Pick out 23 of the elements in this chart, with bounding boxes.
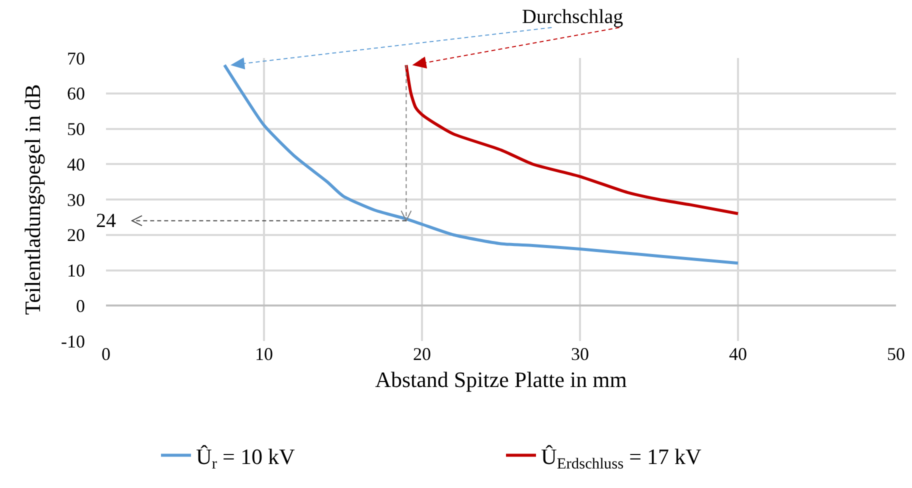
y-tick-label: 30 — [67, 190, 85, 210]
x-tick-label: 50 — [887, 344, 905, 364]
x-tick-label: 10 — [255, 344, 273, 364]
y-axis-title: Teilentladungspegel in dB — [20, 84, 45, 315]
y-tick-label: 10 — [67, 260, 85, 281]
legend-label: Û$_{r}$ = 10 kV — [196, 444, 295, 472]
legend-label: Û$_{Erdschluss}$ = 17 kV — [541, 444, 702, 472]
y-tick-label: 70 — [67, 48, 85, 68]
text: Durchschlag — [522, 6, 624, 28]
ref-line-label: 24 — [96, 210, 116, 232]
y-tick-label: 40 — [67, 154, 85, 174]
y-tick-label: 0 — [76, 296, 85, 316]
x-tick-label: 40 — [729, 344, 747, 364]
y-tick-label: 60 — [67, 84, 85, 104]
x-tick-label: 20 — [413, 344, 431, 364]
x-axis-title: Abstand Spitze Platte in mm — [375, 366, 627, 392]
line-series — [223, 64, 740, 265]
x-tick-label: 0 — [102, 344, 110, 364]
line-series — [404, 64, 740, 216]
y-tick-label: 20 — [67, 225, 85, 246]
y-tick-label: -10 — [61, 331, 85, 352]
y-tick-label: 50 — [67, 119, 85, 140]
x-tick-label: 30 — [571, 344, 589, 364]
